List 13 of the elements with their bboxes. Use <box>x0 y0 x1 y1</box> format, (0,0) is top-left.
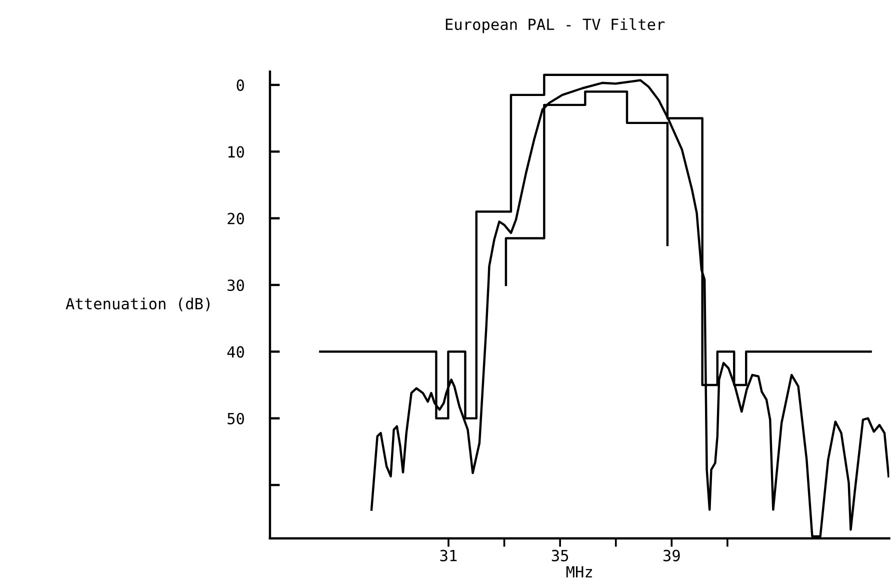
chart-title: European PAL - TV Filter <box>446 18 665 34</box>
x-tick-label: 31 <box>440 550 457 562</box>
line-series <box>504 90 669 286</box>
x-tick-label: 39 <box>663 550 680 562</box>
y-tick-label: 40 <box>227 346 244 358</box>
y-tick-label: 30 <box>228 279 244 292</box>
y-tick-label: 20 <box>228 212 244 224</box>
y-tick-label: 10 <box>228 146 244 158</box>
y-tick-label: 0 <box>236 79 244 91</box>
y-axis-title: Attenuation (dB) <box>66 298 210 312</box>
y-tick-label: 50 <box>228 412 244 424</box>
x-tick-label: 35 <box>552 550 568 562</box>
x-axis-title: MHz <box>566 566 592 578</box>
